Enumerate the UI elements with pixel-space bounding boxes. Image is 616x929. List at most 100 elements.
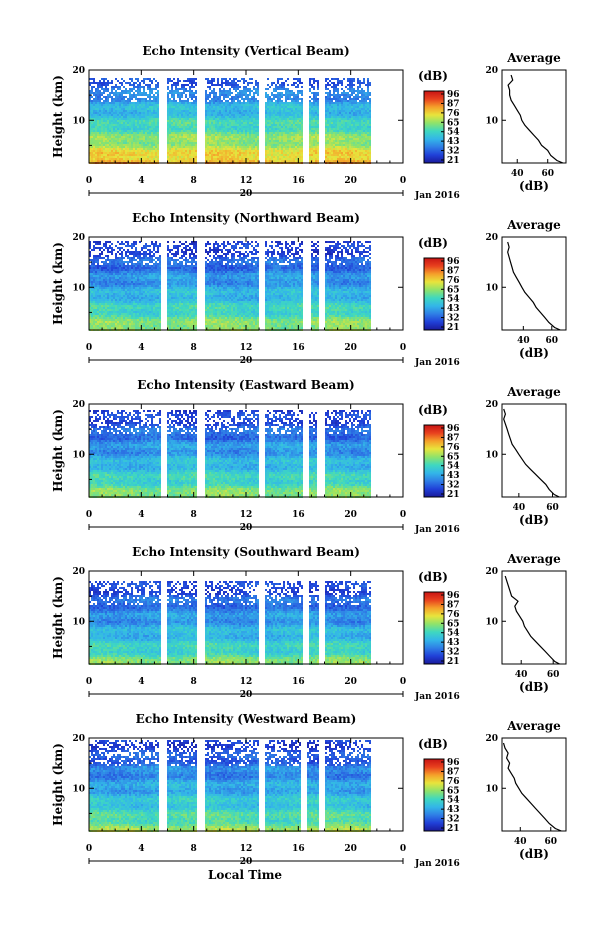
heatmap-cell [119,106,121,108]
heatmap-cell [123,146,125,148]
heatmap-cell [231,142,233,144]
heatmap-cell [103,110,105,112]
heatmap-cell [355,90,357,92]
heatmap-cell [221,106,223,108]
heatmap-cell [343,112,345,114]
heatmap-cell [295,82,297,84]
heatmap-cell [311,110,313,112]
heatmap-cell [367,116,369,118]
heatmap-cell [117,98,119,100]
heatmap-cell [111,112,113,114]
heatmap-cell [119,126,121,128]
heatmap-cell [217,150,219,152]
heatmap-cell [271,114,273,116]
heatmap-cell [347,142,349,144]
heatmap-cell [271,144,273,146]
heatmap-cell [145,122,147,124]
heatmap-cell [155,110,157,112]
heatmap-cell [345,92,347,94]
heatmap-cell [231,120,233,122]
heatmap-cell [325,124,327,126]
heatmap-cell [343,120,345,122]
heatmap-cell [351,146,353,148]
heatmap-cell [357,78,359,80]
heatmap-cell [237,144,239,146]
heatmap-cell [367,144,369,146]
heatmap-cell [95,88,97,90]
heatmap-cell [283,86,285,88]
heatmap-cell [279,108,281,110]
heatmap-cell [173,126,175,128]
heatmap-cell [147,110,149,112]
heatmap-cell [325,100,327,102]
heatmap-cell [343,122,345,124]
heatmap-cell [295,86,297,88]
heatmap-cell [125,132,127,134]
heatmap-cell [309,142,311,144]
heatmap-cell [149,126,151,128]
heatmap-cell [293,118,295,120]
heatmap-cell [109,142,111,144]
heatmap-cell [243,104,245,106]
heatmap-cell [291,110,293,112]
heatmap-cell [221,120,223,122]
heatmap-cell [313,158,315,160]
heatmap-cell [253,150,255,152]
heatmap-cell [143,82,145,84]
heatmap-cell [215,92,217,94]
heatmap-cell [135,104,137,106]
heatmap-cell [359,148,361,150]
heatmap-cell [347,148,349,150]
heatmap-cell [275,94,277,96]
heatmap-cell [289,108,291,110]
heatmap-cell [89,120,91,122]
heatmap-cell [211,110,213,112]
heatmap-cell [295,116,297,118]
heatmap-cell [103,154,105,156]
heatmap-cell [145,94,147,96]
heatmap-cell [205,116,207,118]
heatmap-cell [225,90,227,92]
heatmap-cell [153,146,155,148]
heatmap-cell [115,94,117,96]
heatmap-cell [95,148,97,150]
heatmap-cell [145,78,147,80]
heatmap-cell [107,88,109,90]
heatmap-cell [355,136,357,138]
heatmap-cell [257,124,259,126]
heatmap-cell [167,132,169,134]
heatmap-cell [145,116,147,118]
heatmap-cell [157,130,159,132]
heatmap-cell [355,128,357,130]
heatmap-cell [127,104,129,106]
heatmap-cell [237,150,239,152]
heatmap-cell [155,134,157,136]
heatmap-cell [335,146,337,148]
heatmap-cell [217,146,219,148]
heatmap-cell [115,106,117,108]
heatmap-cell [331,136,333,138]
heatmap-cell [189,152,191,154]
heatmap-cell [143,156,145,158]
heatmap-cell [189,134,191,136]
heatmap-cell [327,140,329,142]
heatmap-cell [193,96,195,98]
y-tick-label: 10 [72,116,85,126]
heatmap-cell [267,136,269,138]
heatmap-cell [273,120,275,122]
heatmap-cell [173,110,175,112]
heatmap-cell [121,130,123,132]
heatmap-cell [361,116,363,118]
heatmap-cell [115,118,117,120]
heatmap-cell [185,158,187,160]
heatmap-cell [211,92,213,94]
heatmap-cell [211,126,213,128]
heatmap-cell [89,251,91,253]
heatmap-cell [183,122,185,124]
heatmap-cell [183,152,185,154]
heatmap-cell [335,130,337,132]
heatmap-cell [119,160,121,162]
heatmap-cell [213,152,215,154]
heatmap-cell [299,122,301,124]
heatmap-cell [367,142,369,144]
